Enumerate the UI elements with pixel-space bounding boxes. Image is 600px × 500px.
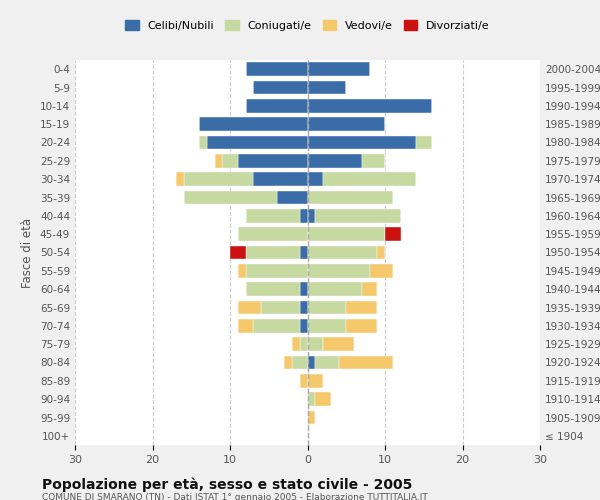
Bar [308,80,346,94]
Bar [308,190,393,204]
Bar [308,99,431,112]
Bar [238,300,261,314]
Bar [338,356,393,370]
Bar [300,319,308,332]
Bar [292,356,308,370]
Bar [346,319,377,332]
Bar [277,190,308,204]
Bar [230,246,245,260]
Bar [323,338,354,351]
Bar [315,209,401,222]
Bar [308,319,346,332]
Bar [184,172,253,186]
Bar [308,228,385,241]
Bar [238,228,308,241]
Bar [199,136,207,149]
Bar [308,282,362,296]
Bar [315,392,331,406]
Bar [184,190,277,204]
Bar [308,246,377,260]
Bar [308,300,346,314]
Bar [253,319,300,332]
Bar [292,338,300,351]
Bar [245,62,308,76]
Bar [315,356,338,370]
Bar [308,338,323,351]
Bar [346,300,377,314]
Bar [308,356,315,370]
Bar [308,410,315,424]
Bar [300,209,308,222]
Bar [308,118,385,131]
Bar [238,264,245,278]
Legend: Celibi/Nubili, Coniugati/e, Vedovi/e, Divorziati/e: Celibi/Nubili, Coniugati/e, Vedovi/e, Di… [121,16,494,35]
Bar [199,118,308,131]
Bar [245,99,308,112]
Bar [308,172,323,186]
Bar [300,374,308,388]
Bar [222,154,238,168]
Bar [300,338,308,351]
Bar [238,319,253,332]
Text: COMUNE DI SMARANO (TN) - Dati ISTAT 1° gennaio 2005 - Elaborazione TUTTITALIA.IT: COMUNE DI SMARANO (TN) - Dati ISTAT 1° g… [42,492,428,500]
Bar [308,392,315,406]
Bar [245,246,300,260]
Bar [308,154,362,168]
Bar [284,356,292,370]
Bar [300,246,308,260]
Text: Popolazione per età, sesso e stato civile - 2005: Popolazione per età, sesso e stato civil… [42,478,412,492]
Bar [308,62,370,76]
Bar [245,209,300,222]
Bar [385,228,401,241]
Bar [308,374,323,388]
Bar [207,136,308,149]
Bar [308,136,416,149]
Bar [323,172,416,186]
Bar [377,246,385,260]
Bar [253,172,308,186]
Bar [215,154,222,168]
Bar [253,80,308,94]
Bar [308,264,370,278]
Bar [300,282,308,296]
Bar [308,209,315,222]
Bar [300,300,308,314]
Bar [238,154,308,168]
Bar [416,136,431,149]
Bar [362,154,385,168]
Bar [245,282,300,296]
Bar [176,172,184,186]
Bar [261,300,300,314]
Bar [245,264,308,278]
Bar [370,264,393,278]
Y-axis label: Fasce di età: Fasce di età [22,218,34,288]
Bar [362,282,377,296]
